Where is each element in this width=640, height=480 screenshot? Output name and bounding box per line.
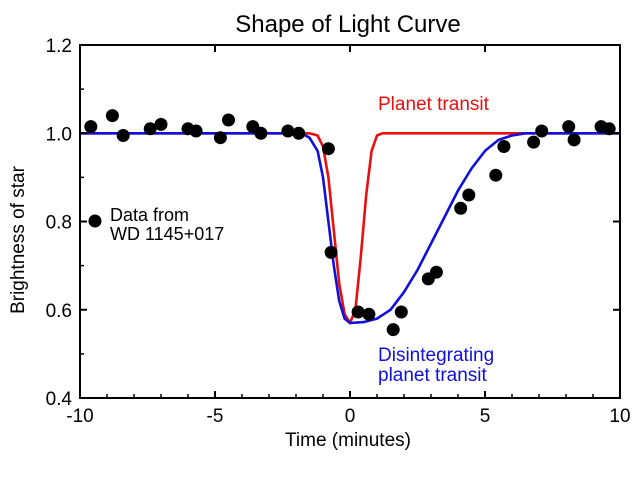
data-point bbox=[321, 142, 335, 156]
disintegrating-transit-curve bbox=[80, 132, 620, 325]
data-point bbox=[222, 113, 235, 127]
y-axis-label: Brightness of star bbox=[8, 165, 29, 314]
data-point bbox=[154, 117, 168, 131]
legend-label-line1: Data from bbox=[110, 205, 189, 225]
chart-title: Shape of Light Curve bbox=[235, 11, 460, 38]
data-point bbox=[394, 305, 408, 319]
data-point bbox=[324, 245, 338, 259]
x-tick-label: 0 bbox=[345, 406, 356, 427]
data-point bbox=[292, 126, 306, 140]
disintegrating-label-line1: Disintegrating bbox=[378, 345, 494, 366]
y-tick-label: 0.4 bbox=[46, 389, 73, 410]
data-point bbox=[351, 305, 365, 319]
axis-ticks: -10 -5 0 5 10 0.4 0.6 0.8 1.0 1.2 bbox=[46, 36, 631, 427]
data-point bbox=[497, 140, 511, 153]
y-tick-label: 1.0 bbox=[46, 124, 72, 145]
disintegrating-label-line2: planet transit bbox=[378, 365, 488, 386]
data-point bbox=[254, 126, 268, 140]
data-point bbox=[527, 135, 541, 149]
data-point bbox=[454, 201, 468, 215]
x-axis-label: Time (minutes) bbox=[285, 430, 411, 451]
data-point bbox=[84, 120, 98, 134]
data-point bbox=[143, 122, 157, 136]
x-tick-label: 10 bbox=[609, 406, 630, 427]
data-point bbox=[567, 133, 581, 147]
data-point bbox=[562, 120, 576, 134]
x-tick-label: 5 bbox=[480, 406, 491, 427]
data-point bbox=[213, 131, 227, 145]
data-point bbox=[386, 323, 400, 337]
data-point bbox=[535, 124, 549, 138]
data-point bbox=[489, 168, 503, 182]
data-point bbox=[116, 129, 130, 142]
data-point bbox=[281, 124, 295, 138]
y-tick-label: 0.8 bbox=[46, 213, 72, 234]
y-tick-label: 1.2 bbox=[46, 36, 72, 57]
y-tick-label: 0.6 bbox=[46, 301, 72, 322]
data-point bbox=[602, 122, 616, 136]
legend-label-line2: WD 1145+017 bbox=[110, 224, 224, 244]
data-point bbox=[105, 109, 119, 123]
legend-data-marker bbox=[88, 214, 102, 228]
data-point bbox=[429, 265, 443, 279]
x-tick-label: -10 bbox=[66, 406, 93, 427]
plot-area bbox=[79, 44, 621, 399]
x-tick-label: -5 bbox=[207, 406, 224, 427]
legend: Data from WD 1145+017 bbox=[88, 205, 224, 244]
data-point bbox=[462, 188, 476, 202]
data-point bbox=[362, 307, 376, 321]
data-point bbox=[189, 124, 203, 138]
planet-transit-label: Planet transit bbox=[378, 94, 490, 115]
